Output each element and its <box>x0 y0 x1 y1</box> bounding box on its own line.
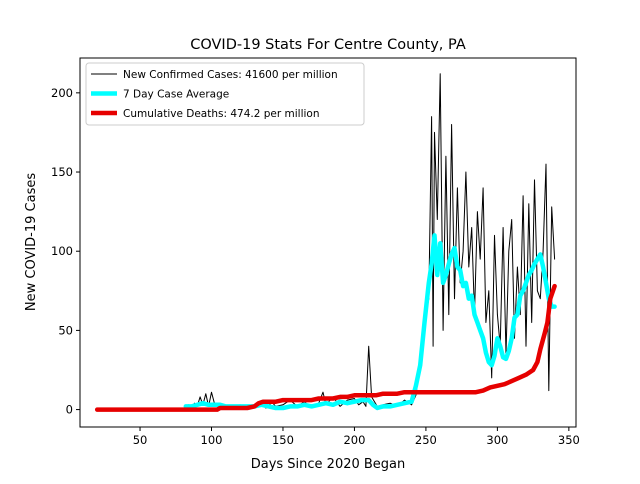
legend: New Confirmed Cases: 41600 per million 7 … <box>85 62 365 126</box>
x-axis: 50 100 150 200 250 300 350 <box>133 427 580 447</box>
y-axis-label: New COVID-19 Cases <box>24 173 39 311</box>
y-tick-label: 200 <box>51 86 73 100</box>
x-tick-label: 50 <box>133 433 148 447</box>
x-tick-label: 300 <box>486 433 508 447</box>
cumulative-deaths-line <box>94 283 557 412</box>
y-tick-label: 0 <box>66 403 73 417</box>
x-tick-label: 100 <box>201 433 223 447</box>
seven-day-average-line <box>183 233 557 411</box>
plot-frame <box>79 57 577 428</box>
legend-box <box>85 62 365 126</box>
x-tick-label: 200 <box>343 433 365 447</box>
legend-entry-seven-day-average-line: 7 Day Case Average <box>123 89 229 101</box>
y-tick-label: 100 <box>51 244 73 258</box>
x-axis-label: Days Since 2020 Began <box>251 457 406 472</box>
y-tick-label: 150 <box>51 165 73 179</box>
plot-area <box>94 73 557 412</box>
x-tick-label: 350 <box>558 433 580 447</box>
y-axis: 0 50 100 150 200 <box>51 86 80 417</box>
legend-entry-cumulative-deaths-line: Cumulative Deaths: 474.2 per million <box>123 108 320 120</box>
legend-entry-new-cases-line: New Confirmed Cases: 41600 per million <box>123 69 338 81</box>
x-tick-label: 150 <box>272 433 294 447</box>
chart-title: COVID-19 Stats For Centre County, PA <box>190 37 466 53</box>
y-tick-label: 50 <box>58 323 73 337</box>
x-tick-label: 250 <box>415 433 437 447</box>
